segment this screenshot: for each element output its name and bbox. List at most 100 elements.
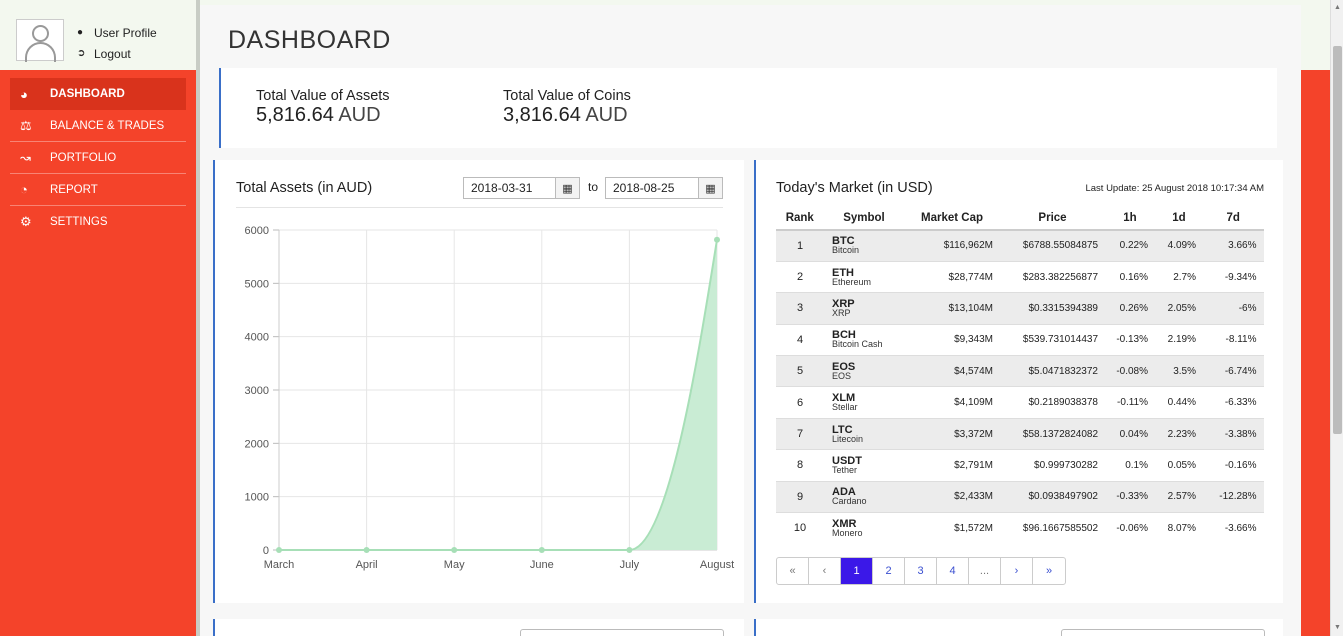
data-point <box>276 547 282 553</box>
rank-cell: 7 <box>776 417 824 450</box>
sidebar-item-balance-trades[interactable]: ⚖ BALANCE & TRADES <box>10 110 186 142</box>
change-1d-cell: 4.09% <box>1155 229 1203 262</box>
page-button[interactable]: 1 <box>841 558 873 584</box>
table-row[interactable]: 7 LTC Litecoin $3,372M $58.1372824082 0.04% 2.… <box>776 417 1264 450</box>
user-profile-link[interactable]: ● User Profile <box>77 22 157 43</box>
page-button[interactable]: › <box>1001 558 1033 584</box>
sidebar-item-label: PORTFOLIO <box>50 151 117 164</box>
total-coins-stat: Total Value of Coins 3,816.64 AUD <box>503 88 631 127</box>
calendar-icon[interactable]: ▦ <box>698 178 722 198</box>
pie-chart-icon: ◔ <box>20 182 28 197</box>
bottom-input[interactable] <box>520 629 724 636</box>
table-row[interactable]: 4 BCH Bitcoin Cash $9,343M $539.731014437 -0.… <box>776 323 1264 356</box>
y-tick-label: 1000 <box>245 492 269 504</box>
summary-card: Total Value of Assets 5,816.64 AUD Total… <box>219 68 1277 148</box>
y-tick-label: 2000 <box>245 438 269 450</box>
table-row[interactable]: 5 EOS EOS $4,574M $5.0471832372 -0.08% 3.5% -6.… <box>776 355 1264 387</box>
coin-name: Bitcoin <box>832 245 860 256</box>
market-panel: Today's Market (in USD) Last Update: 25 … <box>754 160 1283 603</box>
page-button[interactable]: ... <box>969 558 1001 584</box>
dashboard-icon: ◕ <box>20 86 28 102</box>
symbol-cell: ADA Cardano <box>824 480 904 513</box>
page-button[interactable]: » <box>1045 565 1053 577</box>
calendar-icon[interactable]: ▦ <box>555 178 579 198</box>
page-button[interactable]: 2 <box>873 558 905 584</box>
from-date-value: 2018-03-31 <box>471 181 533 195</box>
user-box: ● User Profile ➲ Logout <box>0 0 196 70</box>
table-row[interactable]: 3 XRP XRP $13,104M $0.3315394389 0.26% 2.05% -6… <box>776 292 1264 325</box>
rank-cell: 1 <box>776 229 824 262</box>
from-date-field[interactable]: 2018-03-31 ▦ <box>463 177 580 199</box>
avatar <box>16 19 64 62</box>
market-cap-cell: $9,343M <box>904 323 1000 356</box>
scroll-up-icon[interactable]: ▲ <box>1334 4 1341 11</box>
gear-icon: ⚙ <box>20 214 32 229</box>
price-cell: $58.1372824082 <box>1000 417 1105 450</box>
sidebar-item-label: SETTINGS <box>50 216 108 228</box>
page-button[interactable]: « <box>777 558 809 584</box>
y-tick-label: 6000 <box>245 225 269 237</box>
x-tick-label: March <box>264 559 295 571</box>
symbol-cell: LTC Litecoin <box>824 417 904 450</box>
total-coins-unit: AUD <box>585 104 628 126</box>
change-7d-cell: -12.28% <box>1203 480 1264 513</box>
price-cell: $283.382256877 <box>1000 260 1105 293</box>
table-row[interactable]: 6 XLM Stellar $4,109M $0.2189038378 -0.11% 0.4… <box>776 386 1264 419</box>
change-1h-cell: 0.16% <box>1105 260 1155 293</box>
bottom-input[interactable] <box>1061 629 1265 636</box>
table-row[interactable]: 2 ETH Ethereum $28,774M $283.382256877 0.16% 2… <box>776 260 1264 293</box>
coin-name: EOS <box>832 370 852 381</box>
change-1d-cell: 2.19% <box>1155 323 1203 356</box>
change-1d-cell: 2.23% <box>1155 417 1203 450</box>
coin-symbol: USDT <box>832 454 862 467</box>
sidebar-item-portfolio[interactable]: ↝ PORTFOLIO <box>10 142 186 174</box>
price-cell: $0.999730282 <box>1000 449 1105 482</box>
change-7d-cell: -8.11% <box>1203 323 1264 356</box>
change-1d-cell: 2.57% <box>1155 480 1203 513</box>
bottom-card-left <box>213 619 744 636</box>
market-cap-cell: $1,572M <box>904 512 1000 544</box>
last-update: Last Update: 25 August 2018 10:17:34 AM <box>1085 183 1264 194</box>
coin-name: XRP <box>832 307 851 318</box>
y-tick-label: 5000 <box>245 278 269 290</box>
table-row[interactable]: 1 BTC Bitcoin $116,962M $6788.55084875 0.22% 4… <box>776 229 1264 262</box>
change-1h-cell: 0.22% <box>1105 229 1155 262</box>
symbol-cell: XMR Monero <box>824 512 904 544</box>
change-1d-cell: 2.05% <box>1155 292 1203 325</box>
side-nav: ◕ DASHBOARD ⚖ BALANCE & TRADES ↝ PORTFOL… <box>10 78 186 238</box>
page-button[interactable]: 3 <box>905 558 937 584</box>
page-button[interactable]: 4 <box>937 558 969 584</box>
logout-link[interactable]: ➲ Logout <box>77 43 157 64</box>
table-row[interactable]: 9 ADA Cardano $2,433M $0.0938497902 -0.33% 2.5… <box>776 480 1264 513</box>
change-1h-cell: -0.11% <box>1105 386 1155 419</box>
table-row[interactable]: 8 USDT Tether $2,791M $0.999730282 0.1% 0.05% -… <box>776 449 1264 482</box>
change-1h-cell: 0.1% <box>1105 449 1155 482</box>
page-title: DASHBOARD <box>228 26 391 54</box>
symbol-cell: BTC Bitcoin <box>824 229 904 262</box>
table-row[interactable]: 10 XMR Monero $1,572M $96.1667585502 -0.06% 8.… <box>776 512 1264 544</box>
page-button[interactable]: ‹ <box>809 558 841 584</box>
sidebar-item-dashboard[interactable]: ◕ DASHBOARD <box>10 78 186 110</box>
coin-symbol: BTC <box>832 235 855 248</box>
pagination: «‹ 1 2 3 4... › » <box>776 557 1066 585</box>
symbol-cell: EOS EOS <box>824 355 904 387</box>
change-1d-cell: 0.44% <box>1155 386 1203 419</box>
scroll-down-icon[interactable]: ▼ <box>1334 624 1341 631</box>
y-tick-label: 0 <box>263 545 269 557</box>
sidebar-item-settings[interactable]: ⚙ SETTINGS <box>10 206 186 238</box>
column-header: Rank <box>776 207 825 231</box>
change-7d-cell: -9.34% <box>1203 260 1264 293</box>
balance-scale-icon: ⚖ <box>20 117 32 133</box>
sidebar-item-report[interactable]: ◔ REPORT <box>10 174 186 206</box>
to-date-field[interactable]: 2018-08-25 ▦ <box>605 177 723 199</box>
x-tick-label: May <box>444 559 465 571</box>
change-1d-cell: 8.07% <box>1155 512 1203 544</box>
bottom-card-right <box>754 619 1283 636</box>
x-tick-label: June <box>530 559 554 571</box>
scrollbar[interactable]: ▲ ▼ <box>1330 0 1343 636</box>
symbol-cell: XLM Stellar <box>824 386 904 419</box>
data-point <box>538 547 545 553</box>
to-date-value: 2018-08-25 <box>613 181 675 195</box>
scrollbar-thumb[interactable] <box>1333 46 1342 434</box>
